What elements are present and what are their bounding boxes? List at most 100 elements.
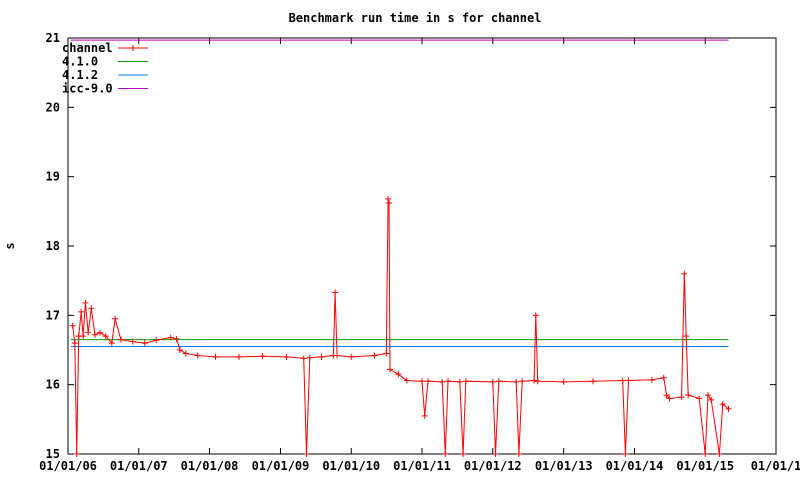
data-point: [696, 395, 703, 402]
data-point: [112, 315, 119, 322]
data-point: [456, 378, 463, 385]
data-point: [462, 378, 469, 385]
data-point: [259, 353, 266, 360]
data-point: [385, 195, 392, 202]
x-tick-label: 01/01/14: [606, 459, 664, 473]
data-point: [421, 412, 428, 419]
data-point: [334, 352, 341, 359]
data-point: [425, 378, 432, 385]
data-point: [306, 354, 313, 361]
x-tick-label: 01/01/13: [535, 459, 593, 473]
data-point: [78, 308, 85, 315]
chart-title: Benchmark run time in s for channel: [289, 11, 542, 25]
data-point: [153, 337, 160, 344]
data-point: [303, 451, 310, 457]
data-point: [492, 451, 499, 457]
data-point: [719, 401, 726, 408]
data-point: [519, 378, 526, 385]
data-point: [442, 451, 449, 457]
y-axis-label: s: [3, 242, 17, 249]
data-point: [71, 340, 78, 347]
data-point: [73, 451, 80, 457]
data-point: [648, 376, 655, 383]
data-point: [96, 329, 103, 336]
data-point: [589, 378, 596, 385]
data-point: [383, 350, 390, 357]
plot-area: [69, 39, 732, 457]
series-line-channel: [72, 198, 729, 455]
data-point: [716, 451, 723, 457]
data-point: [283, 353, 290, 360]
data-point: [82, 299, 89, 306]
legend-label: icc-9.0: [62, 82, 113, 96]
legend-marker: [130, 45, 136, 51]
y-axis: 15 16 17 18 19 20 21: [46, 31, 776, 461]
data-point: [141, 340, 148, 347]
data-point: [167, 334, 174, 341]
data-point: [129, 338, 136, 345]
x-tick-label: 01/01/12: [464, 459, 522, 473]
data-point: [489, 378, 496, 385]
data-point: [531, 377, 538, 384]
data-point: [88, 305, 95, 312]
data-point: [176, 347, 183, 353]
data-point: [532, 312, 539, 319]
x-tick-label: 01/01/07: [110, 459, 168, 473]
y-tick-label: 21: [46, 31, 60, 45]
x-tick-label: 01/01/06: [39, 459, 97, 473]
data-point: [666, 395, 673, 402]
data-point: [681, 270, 688, 277]
data-point: [80, 333, 87, 340]
data-point: [513, 378, 520, 385]
data-point: [235, 353, 242, 360]
y-tick-label: 19: [46, 170, 60, 184]
data-point: [85, 329, 92, 336]
data-point: [108, 340, 115, 347]
legend-label: 4.1.2: [62, 68, 98, 82]
data-point: [69, 322, 76, 329]
y-tick-label: 20: [46, 100, 60, 114]
data-point: [419, 378, 425, 385]
data-point: [371, 352, 378, 359]
data-point: [702, 451, 709, 457]
data-point: [495, 378, 502, 385]
y-tick-label: 16: [46, 378, 60, 392]
data-point: [444, 378, 451, 385]
x-tick-label: 01/01/10: [322, 459, 380, 473]
x-tick-label: 01/01/08: [181, 459, 239, 473]
data-point: [708, 396, 715, 403]
y-tick-label: 18: [46, 239, 60, 253]
data-point: [560, 378, 567, 385]
x-axis: 01/01/06 01/01/07 01/01/08 01/01/09 01/01/10…: [39, 38, 800, 473]
data-point: [678, 394, 685, 401]
data-point: [683, 333, 690, 340]
data-point: [332, 289, 339, 296]
x-tick-label: 01/01/15: [676, 459, 734, 473]
plot-frame: [67, 37, 777, 455]
y-tick-label: 15: [46, 447, 60, 461]
data-point: [625, 377, 632, 384]
data-point: [725, 405, 732, 412]
data-point: [395, 371, 402, 378]
data-point: [182, 350, 189, 357]
data-point: [534, 378, 541, 385]
data-point: [622, 451, 629, 457]
y-tick-label: 17: [46, 308, 60, 322]
data-point: [300, 355, 307, 362]
data-point: [348, 353, 355, 360]
legend-label: 4.1.0: [62, 55, 98, 69]
x-tick-label: 01/01/1: [751, 459, 800, 473]
data-point: [460, 451, 467, 457]
data-point: [660, 374, 667, 381]
data-point: [386, 200, 393, 207]
data-point: [685, 392, 692, 399]
data-point: [515, 451, 522, 457]
data-point: [194, 352, 201, 359]
data-point: [387, 366, 394, 373]
data-point: [663, 392, 670, 399]
legend-label: channel: [62, 41, 113, 55]
data-point: [704, 392, 711, 399]
data-point: [117, 336, 124, 343]
